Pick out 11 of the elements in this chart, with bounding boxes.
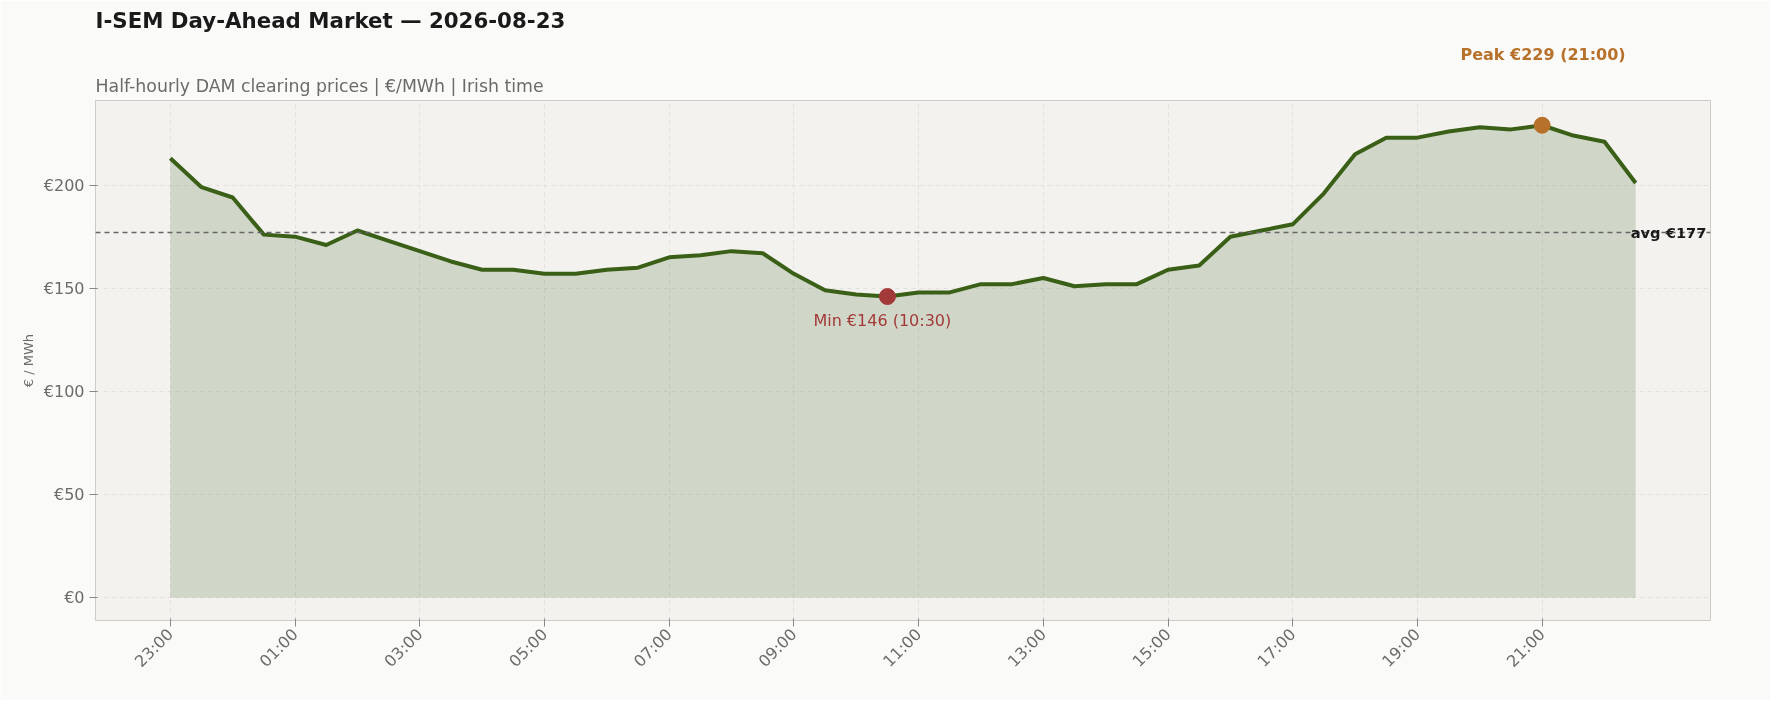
y-tick-label: €100 [43,381,85,401]
y-tick-label: €200 [43,175,85,195]
y-axis-title: € / MWh [20,333,36,388]
y-tick-label: €150 [43,278,85,298]
text: Peak €229 (21:00) [1460,44,1626,64]
chart-subtitle: Half-hourly DAM clearing prices | €/MWh | Irish time [95,75,544,96]
y-tick-label: €50 [53,485,85,505]
chart-title: I-SEM Day-Ahead Market — 2026-08-23 [95,7,566,33]
annotation: Min €146 (10:30) [813,310,952,330]
y-tick-label: €0 [64,588,85,608]
ref-line-label: avg €177 [1630,224,1707,242]
